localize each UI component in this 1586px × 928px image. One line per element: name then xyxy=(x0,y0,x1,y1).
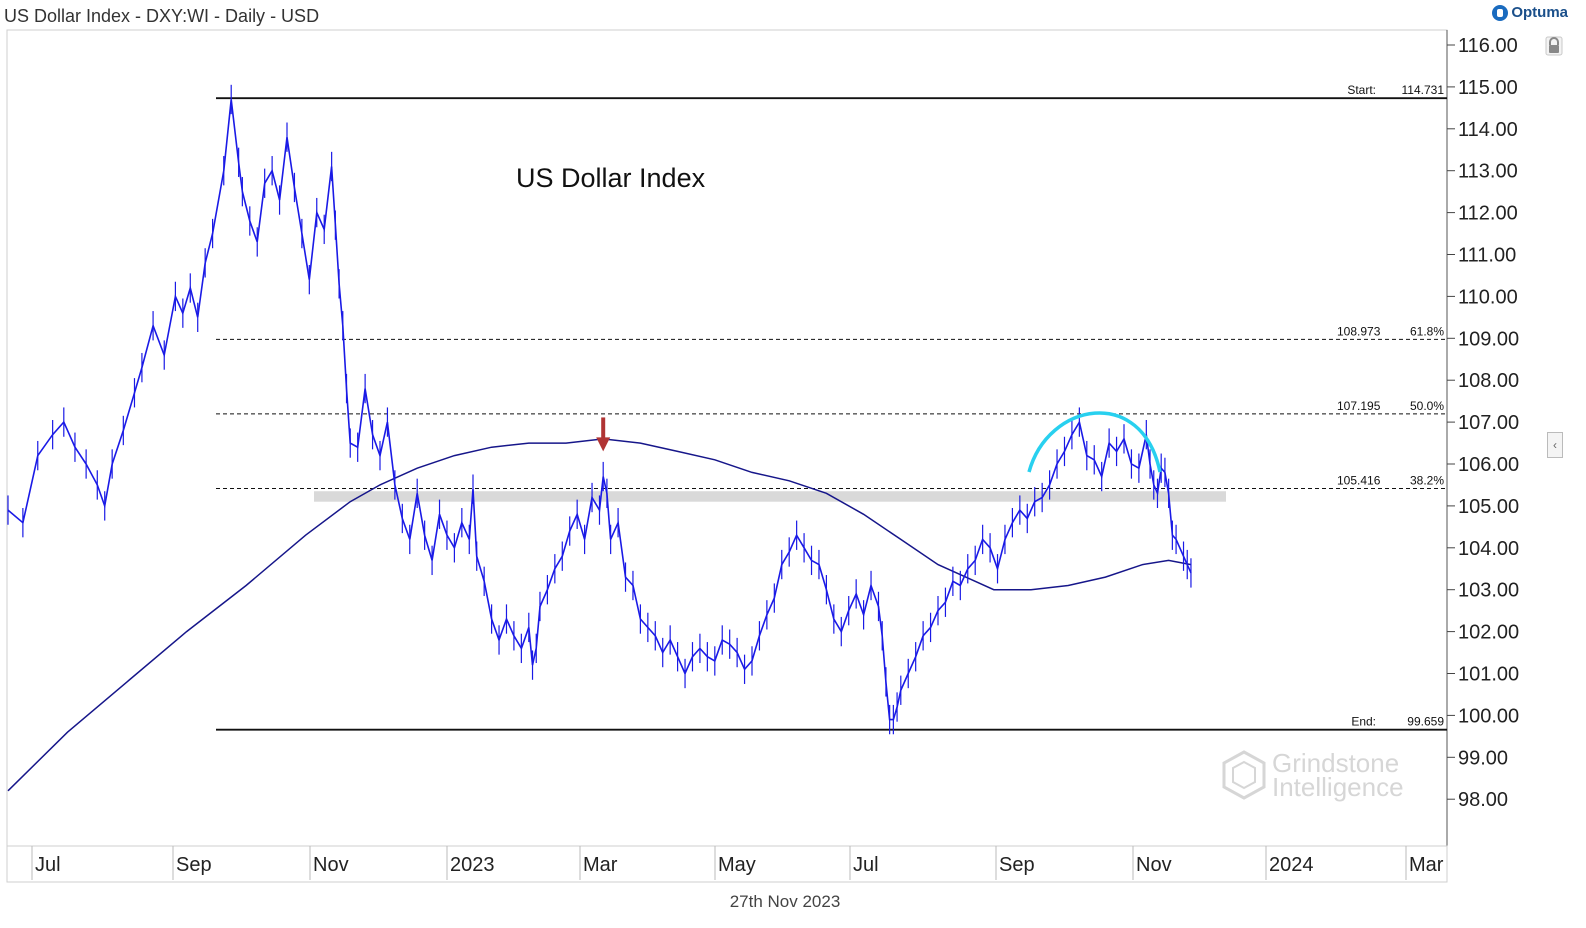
y-tick-label: 103.00 xyxy=(1458,580,1519,602)
y-tick-label: 104.00 xyxy=(1458,538,1519,560)
lock-icon[interactable] xyxy=(1544,35,1564,57)
x-tick-label: Mar xyxy=(1409,854,1444,876)
y-tick-label: 100.00 xyxy=(1458,705,1519,727)
y-tick-label: 112.00 xyxy=(1458,203,1518,225)
level-label-3: 38.2% xyxy=(1410,473,1444,487)
grindstone-watermark: Grindstone Intelligence xyxy=(1222,750,1404,800)
level-label-0: Start: xyxy=(1347,83,1376,97)
x-tick-label: Sep xyxy=(999,854,1035,876)
marker-arrow-head xyxy=(596,437,611,452)
chart-title: US Dollar Index xyxy=(516,163,706,193)
watermark-line-2: Intelligence xyxy=(1272,772,1404,802)
chart-header-title: US Dollar Index - DXY:WI - Daily - USD xyxy=(4,6,320,26)
x-tick-label: Jul xyxy=(35,854,61,876)
y-tick-label: 110.00 xyxy=(1458,286,1518,308)
level-value-2: 107.195 xyxy=(1337,399,1381,413)
x-tick-label: Jul xyxy=(853,854,879,876)
x-tick-label: 2023 xyxy=(450,854,495,876)
level-value-0: 114.731 xyxy=(1402,83,1445,97)
plot-frame xyxy=(6,29,1448,847)
y-tick-label: 113.00 xyxy=(1458,161,1518,183)
x-tick-label: Nov xyxy=(1136,854,1172,876)
x-tick-label: Nov xyxy=(313,854,349,876)
y-tick-label: 116.00 xyxy=(1458,35,1518,57)
y-tick-label: 102.00 xyxy=(1458,622,1519,644)
x-tick-label: May xyxy=(718,854,756,876)
y-tick-label: 114.00 xyxy=(1458,119,1518,141)
y-tick-label: 109.00 xyxy=(1458,328,1519,350)
footer-date: 27th Nov 2023 xyxy=(729,892,841,911)
level-label-2: 50.0% xyxy=(1410,399,1444,413)
collapse-panel-arrow-icon[interactable]: ‹ xyxy=(1547,432,1563,458)
level-value-4: 99.659 xyxy=(1407,715,1444,729)
grindstone-logo-icon xyxy=(1222,750,1266,800)
y-tick-label: 99.00 xyxy=(1458,747,1508,769)
x-axis-panel xyxy=(6,845,1448,883)
y-tick-label: 108.00 xyxy=(1458,370,1519,392)
level-value-3: 105.416 xyxy=(1337,473,1381,487)
x-tick-label: Sep xyxy=(176,854,212,876)
series-moving-average-line xyxy=(7,438,1192,792)
watermark-line-1: Grindstone xyxy=(1272,748,1400,778)
level-value-1: 108.973 xyxy=(1337,324,1381,338)
x-tick-label: 2024 xyxy=(1269,854,1314,876)
level-label-4: End: xyxy=(1351,715,1376,729)
y-tick-label: 115.00 xyxy=(1458,77,1518,99)
optuma-logo: Optuma xyxy=(1492,4,1568,21)
optuma-logo-icon xyxy=(1492,4,1509,21)
y-tick-label: 98.00 xyxy=(1458,789,1508,811)
level-label-1: 61.8% xyxy=(1410,324,1444,338)
rounding-top-arc xyxy=(1027,411,1162,473)
x-tick-label: Mar xyxy=(583,854,618,876)
y-tick-label: 111.00 xyxy=(1458,245,1516,267)
y-tick-label: 107.00 xyxy=(1458,412,1519,434)
optuma-logo-text: Optuma xyxy=(1511,4,1568,21)
y-tick-label: 106.00 xyxy=(1458,454,1519,476)
support-band xyxy=(314,491,1226,502)
y-tick-label: 105.00 xyxy=(1458,496,1519,518)
y-tick-label: 101.00 xyxy=(1458,664,1519,686)
